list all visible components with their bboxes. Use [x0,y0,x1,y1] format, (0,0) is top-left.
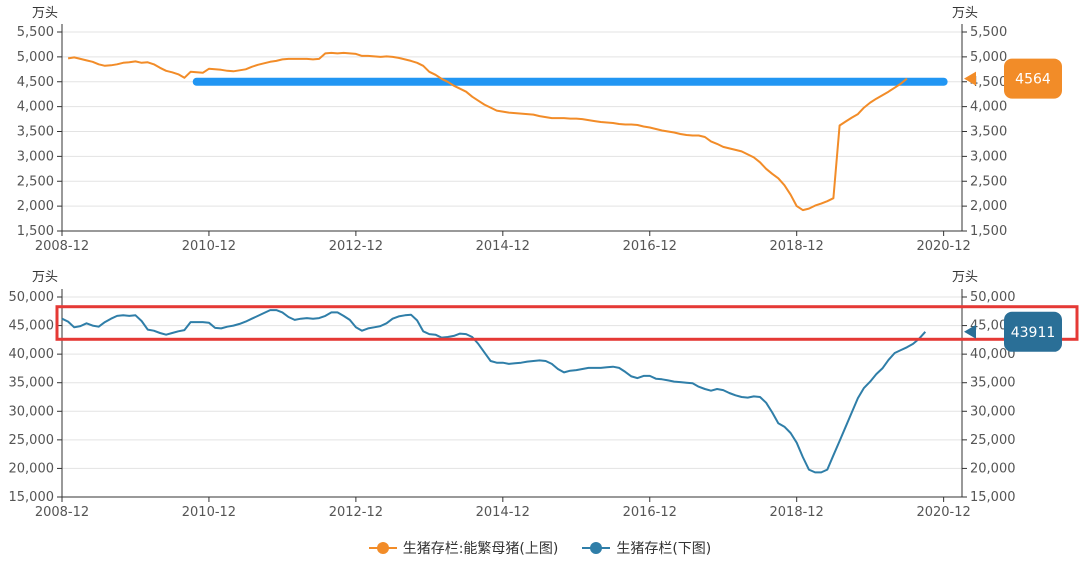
y-tick-label-left: 5,000 [17,50,54,65]
y-axis-unit-right: 万头 [952,6,978,21]
y-tick-label-right: 3,000 [970,149,1007,164]
y-tick-label-right: 25,000 [970,433,1016,448]
x-tick-label: 2014-12 [476,239,530,254]
series-line [61,309,927,474]
end-label-pointer [964,324,976,339]
x-tick-label: 2014-12 [476,505,530,520]
y-tick-label-right: 1,500 [970,224,1007,239]
end-label-value: 43911 [1011,325,1056,341]
x-tick-label: 2012-12 [329,239,383,254]
x-tick-label: 2010-12 [182,239,236,254]
y-tick-label-right: 35,000 [970,376,1016,391]
highlight-box [55,305,1079,341]
y-tick-label-left: 4,500 [17,75,54,90]
x-tick-label: 2016-12 [623,239,677,254]
upper-chart-panel: 1,500 1,500 2,000 2,000 2,500 2,500 3,000 3,000… [17,6,1062,254]
x-tick-label: 2016-12 [623,505,677,520]
y-tick-label-left: 3,000 [17,149,54,164]
y-axis-unit-left: 万头 [32,6,58,21]
y-tick-label-right: 5,000 [970,50,1007,65]
y-tick-label-right: 40,000 [970,347,1016,362]
end-label-box [1004,58,1062,99]
y-tick-label-left: 45,000 [9,319,55,334]
y-tick-label-left: 3,500 [17,125,54,140]
x-tick-label: 2018-12 [770,239,824,254]
legend-swatch-sows [368,541,397,555]
y-tick-label-right: 3,500 [970,125,1007,140]
y-tick-label-left: 2,000 [17,199,54,214]
lower-chart-panel: 15,000 15,000 20,000 20,000 25,000 25,000 30,0… [9,270,1079,520]
x-tick-label: 2008-12 [35,505,89,520]
y-tick-label-left: 5,500 [17,25,54,40]
y-tick-label-left: 4,000 [17,100,54,115]
y-tick-label-left: 2,500 [17,174,54,189]
y-tick-label-left: 40,000 [9,347,55,362]
end-label-box [1004,311,1062,352]
series-line [67,51,908,212]
y-tick-label-right: 30,000 [970,404,1016,419]
x-tick-label: 2020-12 [916,239,970,254]
legend-item-hogs[interactable]: 生猪存栏(下图) [582,538,711,558]
y-tick-label-left: 25,000 [9,433,55,448]
y-tick-label-right: 4,500 [970,75,1007,90]
y-tick-label-right: 20,000 [970,461,1016,476]
legend-label-sows: 生猪存栏:能繁母猪(上图) [402,541,559,557]
chart-legend: 生猪存栏:能繁母猪(上图) 生猪存栏(下图) [0,536,1080,560]
y-tick-label-left: 30,000 [9,404,55,419]
y-tick-label-right: 50,000 [970,290,1016,305]
x-tick-label: 2018-12 [770,505,824,520]
y-tick-label-left: 50,000 [9,290,55,305]
legend-swatch-hogs [582,541,611,555]
y-tick-label-right: 2,500 [970,174,1007,189]
end-label-pointer [964,71,976,86]
x-tick-label: 2012-12 [329,505,383,520]
y-tick-label-left: 15,000 [9,490,55,505]
x-tick-label: 2008-12 [35,239,89,254]
x-tick-label: 2010-12 [182,505,236,520]
y-tick-label-right: 4,000 [970,100,1007,115]
x-tick-label: 2020-12 [916,505,970,520]
legend-label-hogs: 生猪存栏(下图) [616,541,712,557]
y-tick-label-right: 15,000 [970,490,1016,505]
legend-item-sows[interactable]: 生猪存栏:能繁母猪(上图) [368,538,559,558]
y-tick-label-right: 5,500 [970,25,1007,40]
y-axis-unit-left: 万头 [32,270,58,285]
y-tick-label-left: 20,000 [9,461,55,476]
y-tick-label-left: 1,500 [17,224,54,239]
y-axis-unit-right: 万头 [952,270,978,285]
y-tick-label-left: 35,000 [9,376,55,391]
y-tick-label-right: 2,000 [970,199,1007,214]
end-label-value: 4564 [1015,72,1051,88]
